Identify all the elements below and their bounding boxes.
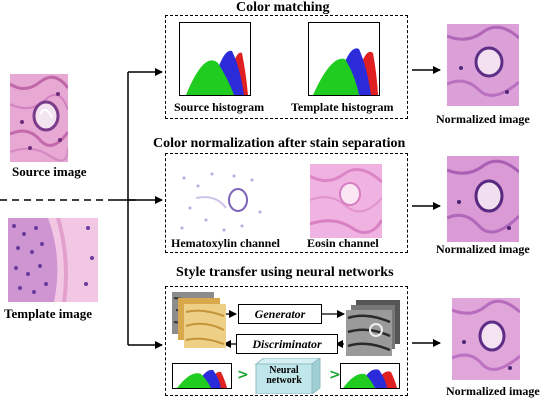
neural-network-label: Neural network (266, 365, 302, 386)
normalized-tissue-1 (447, 24, 519, 106)
green-arrow-right: > (329, 367, 341, 383)
style-source-histogram (172, 363, 232, 389)
generator-box: Generator (238, 304, 322, 324)
output-patch-stack (346, 300, 402, 356)
normalized-tissue-2 (447, 156, 519, 242)
normalized-image-label-3: Normalized image (446, 384, 540, 398)
neural-network-cube-shape (254, 358, 321, 394)
template-image (8, 218, 98, 302)
normalized-tissue-3 (452, 298, 520, 380)
style-source-histogram-plot (177, 369, 227, 388)
source-tissue-picture (10, 74, 68, 162)
normalized-image-label-1: Normalized image (436, 112, 530, 126)
color-matching-panel (165, 15, 408, 119)
input-patch-stack-picture (172, 292, 226, 348)
template-image-label: Template image (4, 306, 92, 321)
hematoxylin-label: Hematoxylin channel (171, 236, 281, 250)
hematoxylin-picture (176, 168, 268, 236)
normalized-image-3 (452, 298, 520, 380)
template-histogram-plot (313, 48, 378, 95)
style-transfer-title: Style transfer using neural networks (176, 265, 394, 280)
color-matching-title: Color matching (236, 0, 330, 15)
normalized-image-1 (447, 24, 519, 106)
source-histogram (179, 22, 251, 96)
source-image (10, 74, 68, 162)
template-tissue-picture (8, 218, 98, 302)
output-patch-stack-picture (346, 300, 400, 356)
template-histogram (308, 22, 380, 96)
source-histogram-label: Source histogram (174, 100, 265, 114)
normalized-image-label-2: Normalized image (436, 242, 530, 256)
eosin-label: Eosin channel (307, 236, 379, 250)
template-histogram-label: Template histogram (291, 100, 394, 114)
stain-separation-panel (165, 153, 408, 253)
eosin-picture (310, 164, 382, 238)
input-patch-stack (172, 292, 228, 350)
style-target-histogram (340, 363, 400, 389)
eosin-channel (310, 164, 382, 238)
normalized-image-2 (447, 156, 519, 242)
source-histogram-plot (186, 50, 248, 95)
style-transfer-panel (165, 286, 408, 396)
hematoxylin-channel (176, 168, 268, 236)
stain-separation-title: Color normalization after stain separati… (153, 136, 406, 151)
style-target-histogram-plot (343, 369, 397, 388)
green-arrow-left: > (237, 367, 249, 383)
discriminator-label: Discriminator (252, 337, 322, 351)
neural-network-cube: Neural network (252, 358, 324, 394)
generator-label: Generator (254, 307, 306, 321)
source-image-label: Source image (12, 164, 87, 179)
discriminator-box: Discriminator (236, 334, 338, 354)
